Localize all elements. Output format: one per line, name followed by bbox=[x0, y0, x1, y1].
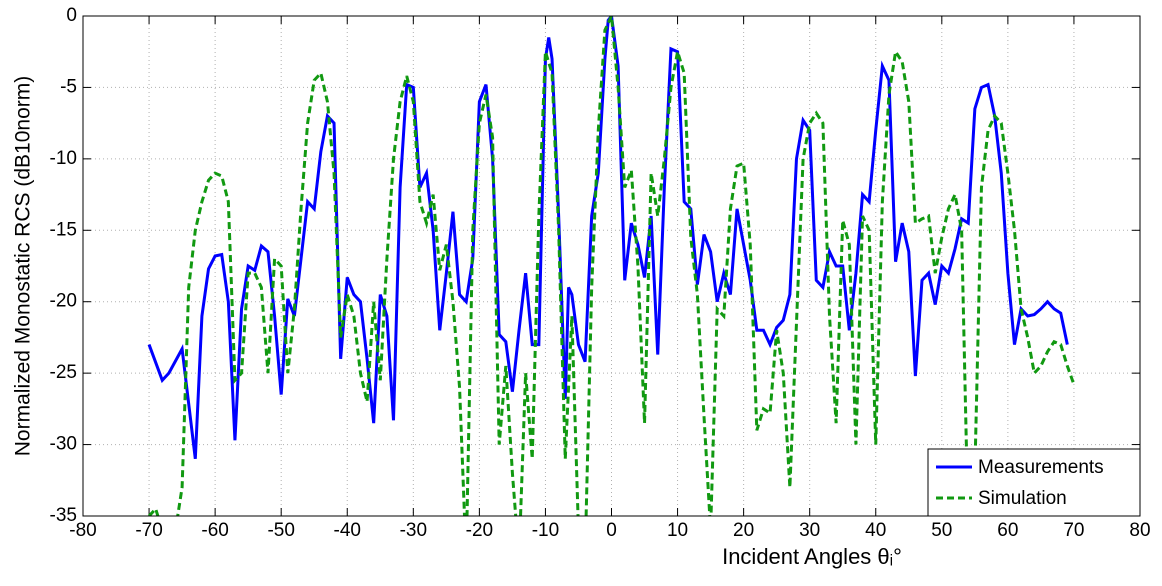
x-tick-label: -10 bbox=[532, 520, 559, 541]
x-tick-label: 60 bbox=[997, 520, 1018, 541]
x-tick-label: 10 bbox=[667, 520, 688, 541]
x-tick-label: 0 bbox=[606, 520, 617, 541]
x-tick-label: 40 bbox=[865, 520, 886, 541]
y-tick-label: -35 bbox=[50, 505, 77, 526]
y-tick-label: -15 bbox=[50, 219, 77, 240]
y-tick-label: -5 bbox=[60, 76, 77, 97]
x-tick-label: 50 bbox=[931, 520, 952, 541]
legend-label: Measurements bbox=[978, 457, 1104, 478]
x-tick-label: -70 bbox=[135, 520, 162, 541]
series-line bbox=[147, 16, 1076, 516]
series-line bbox=[147, 16, 1069, 460]
x-tick-label: -60 bbox=[201, 520, 228, 541]
y-tick-label: 0 bbox=[66, 5, 77, 26]
y-tick-label: -25 bbox=[50, 362, 77, 383]
y-tick-label: -20 bbox=[50, 291, 77, 312]
x-tick-label: -80 bbox=[69, 520, 96, 541]
legend-box bbox=[927, 448, 1141, 517]
y-tick-label: -10 bbox=[50, 148, 77, 169]
x-tick-label: -50 bbox=[267, 520, 294, 541]
y-tick-label: -30 bbox=[50, 434, 77, 455]
x-axis-label: Incident Angles θᵢ° bbox=[722, 544, 902, 569]
x-tick-label: -20 bbox=[466, 520, 493, 541]
x-tick-label: 30 bbox=[799, 520, 820, 541]
y-axis-label: Normalized Monostatic RCS (dB10norm) bbox=[12, 76, 35, 456]
plot-frame bbox=[82, 15, 1141, 517]
x-tick-label: -40 bbox=[334, 520, 361, 541]
x-tick-label: 80 bbox=[1129, 520, 1150, 541]
legend-label: Simulation bbox=[978, 488, 1067, 509]
x-tick-label: 20 bbox=[733, 520, 754, 541]
x-tick-label: 70 bbox=[1063, 520, 1084, 541]
x-tick-label: -30 bbox=[400, 520, 427, 541]
